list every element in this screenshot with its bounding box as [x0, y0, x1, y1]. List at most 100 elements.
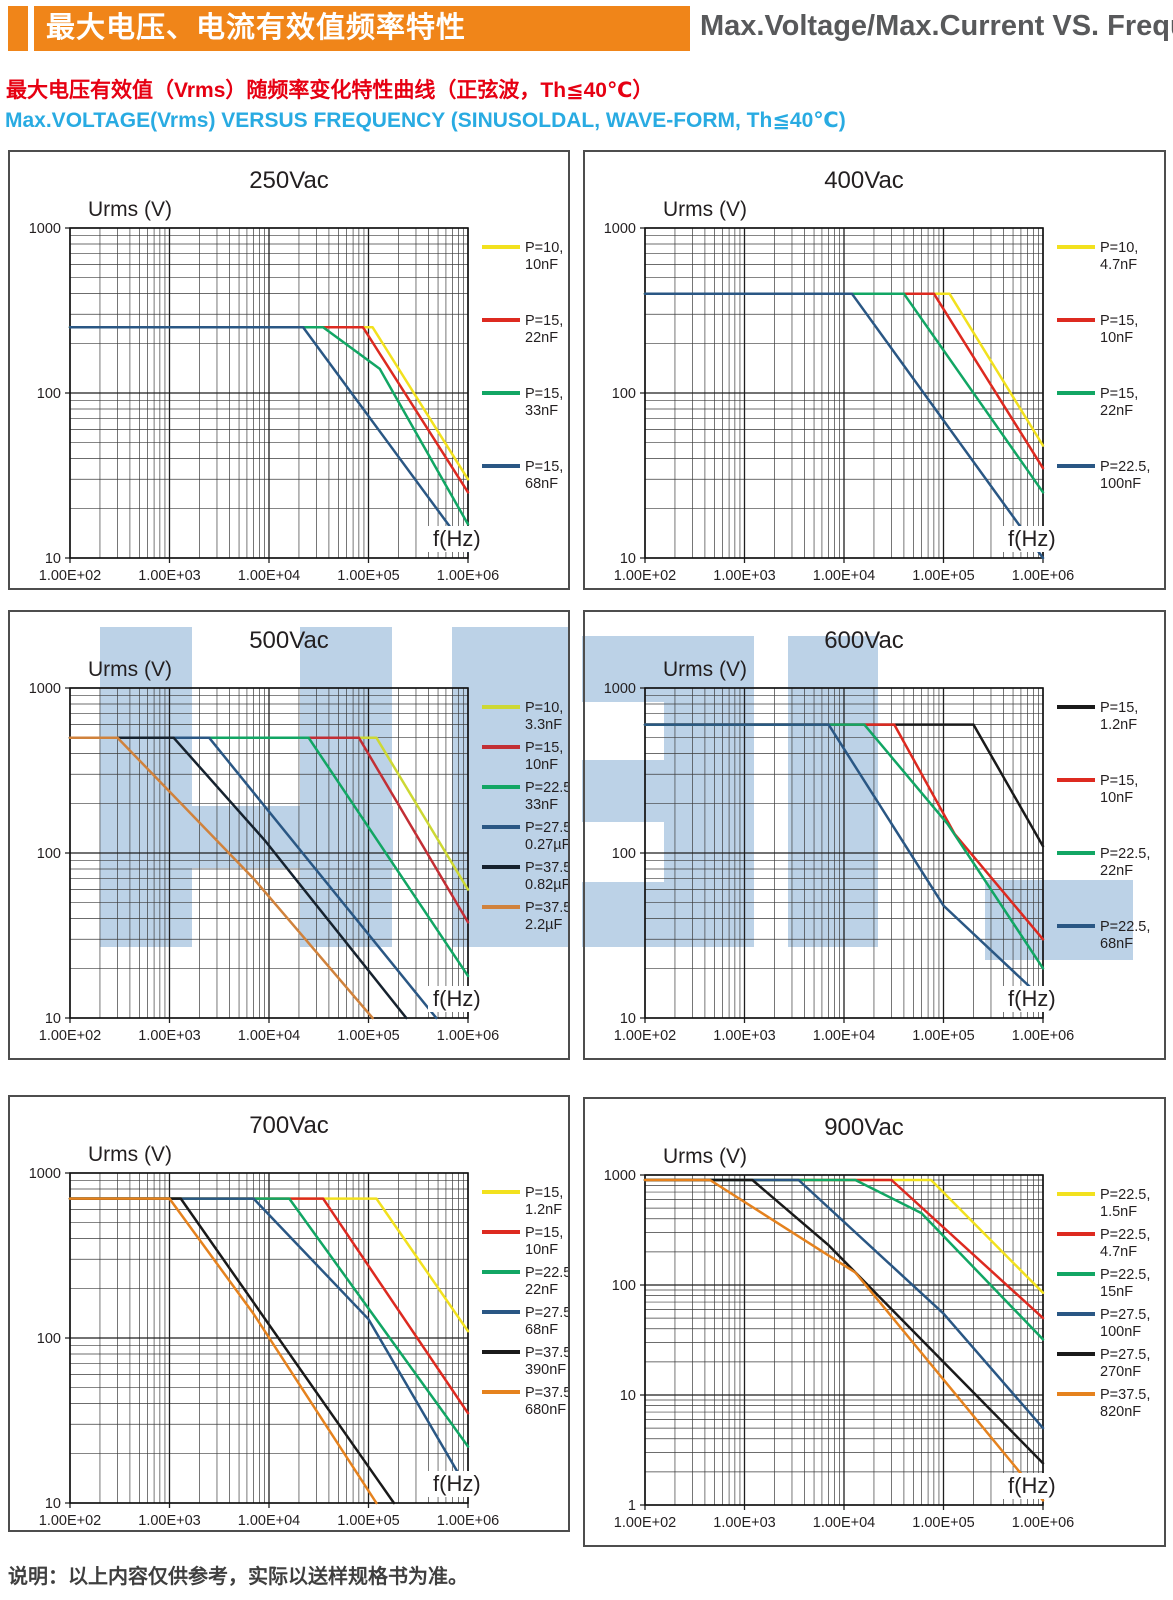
chart-subtitle-en: Max.VOLTAGE(Vrms) VERSUS FREQUENCY (SINU… [5, 109, 846, 132]
x-tick-label: 1.00E+04 [238, 568, 301, 584]
x-tick-label: 1.00E+03 [713, 1028, 776, 1044]
chart-panel-500vac: 500Vac Urms (V) f(Hz) 1.00E+02 1.00E+03 1.00E… [8, 610, 570, 1060]
y-axis-label: Urms (V) [663, 1145, 747, 1168]
major-grid [65, 1172, 469, 1508]
x-tick-label: 1.00E+02 [614, 1028, 677, 1044]
legend-label: 10nF [1100, 330, 1133, 346]
legend-label: 4.7nF [1100, 1244, 1137, 1260]
footer-disclaimer: 说明：以上内容仅供参考，实际以送样规格书为准。 [8, 1566, 468, 1588]
chart-canvas: 600Vac Urms (V) f(Hz) 1.00E+02 1.00E+03 1.00E… [604, 627, 1151, 1044]
series-line-P-22-5-68nF [643, 723, 1045, 1001]
y-tick-label: 10 [45, 551, 61, 567]
x-tick-label: 1.00E+06 [1012, 1515, 1075, 1531]
x-tick-label: 1.00E+04 [813, 568, 876, 584]
legend-label: P=15, [1100, 700, 1138, 716]
y-tick-label: 1000 [29, 1166, 61, 1182]
xlabel-backing [428, 986, 506, 1012]
legend-label: P=15, [525, 1185, 563, 1201]
x-tick-label: 1.00E+04 [813, 1515, 876, 1531]
legend-label: 22nF [525, 1282, 558, 1298]
legend-label: 33nF [525, 797, 558, 813]
legend-label: 10nF [525, 757, 558, 773]
legend-label: 33nF [525, 403, 558, 419]
plot-border [644, 687, 1044, 1019]
x-tick-label: 1.00E+03 [138, 568, 201, 584]
legend-label: 1.5nF [1100, 1204, 1137, 1220]
series-line-P-37-5-0-82µF [68, 736, 408, 1020]
xlabel-backing [1003, 1473, 1081, 1499]
legend-label: P=10, [1100, 240, 1138, 256]
legend-label: 10nF [1100, 790, 1133, 806]
legend-label: 22nF [1100, 863, 1133, 879]
section-title-zh: 最大电压、电流有效值频率特性 [34, 6, 690, 51]
y-tick-label: 10 [45, 1496, 61, 1512]
y-tick-label: 100 [612, 386, 636, 402]
y-tick-label: 100 [37, 386, 61, 402]
chart-panel-250vac: 250Vac Urms (V) f(Hz) 1.00E+02 1.00E+03 1.00E… [8, 150, 570, 590]
minor-grid [645, 1175, 1043, 1505]
y-tick-label: 100 [612, 1278, 636, 1294]
legend-label: P=10, [525, 240, 563, 256]
chart-canvas: 250Vac Urms (V) f(Hz) 1.00E+02 1.00E+03 1.00E… [29, 167, 564, 584]
legend-label: P=15, [525, 386, 563, 402]
legend-label: 2.2µF [525, 917, 563, 933]
y-tick-label: 1000 [604, 1168, 636, 1184]
watermark-block [582, 882, 754, 947]
chart-title: 700Vac [249, 1112, 329, 1139]
x-tick-label: 1.00E+04 [238, 1028, 301, 1044]
chart-canvas: 900Vac Urms (V) f(Hz) 1.00E+02 1.00E+03 1.00E… [604, 1114, 1151, 1531]
legend-label: 390nF [525, 1362, 566, 1378]
legend-label: 15nF [1100, 1284, 1133, 1300]
legend-label: P=22.5, [1100, 1267, 1150, 1283]
x-tick-label: 1.00E+04 [813, 1028, 876, 1044]
orange-accent-tick [8, 6, 28, 51]
series-line-P-37-5-2-2µF [68, 736, 374, 1020]
legend-label: 820nF [1100, 1404, 1141, 1420]
chart-panel-400vac: 400Vac Urms (V) f(Hz) 1.00E+02 1.00E+03 1.00E… [583, 150, 1166, 590]
chart-title: 600Vac [824, 627, 904, 654]
y-tick-label: 100 [37, 1331, 61, 1347]
y-axis-label: Urms (V) [88, 198, 172, 221]
legend-label: 1.2nF [525, 1202, 562, 1218]
legend-label: 3.3nF [525, 717, 562, 733]
x-tick-label: 1.00E+02 [39, 1028, 102, 1044]
y-axis-label: Urms (V) [663, 198, 747, 221]
chart-panel-900vac: 900Vac Urms (V) f(Hz) 1.00E+02 1.00E+03 1.00E… [583, 1097, 1166, 1547]
y-axis-label: Urms (V) [88, 1143, 172, 1166]
legend-label: P=22.5, [525, 1265, 568, 1281]
legend-label: 270nF [1100, 1364, 1141, 1380]
x-tick-label: 1.00E+04 [238, 1513, 301, 1529]
plot-border [69, 1172, 469, 1504]
watermark-block [300, 627, 392, 947]
x-tick-label: 1.00E+03 [138, 1513, 201, 1529]
watermark-block [664, 822, 754, 882]
x-axis-label: f(Hz) [433, 986, 481, 1011]
chart-subtitle-zh: 最大电压有效值（Vrms）随频率变化特性曲线（正弦波，Th≦40℃） [6, 79, 654, 102]
x-tick-label: 1.00E+02 [614, 1515, 677, 1531]
legend-label: 100nF [1100, 476, 1141, 492]
plot-border [69, 227, 469, 559]
legend-label: P=37.5, [525, 860, 568, 876]
chart-title: 900Vac [824, 1114, 904, 1141]
legend-label: 22nF [1100, 403, 1133, 419]
x-axis-label: f(Hz) [1008, 986, 1056, 1011]
legend-label: 100nF [1100, 1324, 1141, 1340]
y-axis-label: Urms (V) [88, 658, 172, 681]
legend-label: 1.2nF [1100, 717, 1137, 733]
x-tick-label: 1.00E+02 [614, 568, 677, 584]
legend-label: 10nF [525, 257, 558, 273]
xlabel-backing [1003, 986, 1081, 1012]
x-tick-label: 1.00E+05 [337, 1028, 400, 1044]
legend-label: P=27.5, [525, 820, 568, 836]
y-tick-label: 1000 [29, 681, 61, 697]
plot-border [69, 687, 469, 1019]
y-tick-label: 1000 [29, 221, 61, 237]
x-tick-label: 1.00E+05 [337, 1513, 400, 1529]
series-line-P-22-5-100nF [643, 292, 1045, 560]
x-tick-label: 1.00E+03 [138, 1028, 201, 1044]
legend-label: 4.7nF [1100, 257, 1137, 273]
legend-label: P=22.5, [1100, 1187, 1150, 1203]
legend-label: P=15, [525, 459, 563, 475]
y-tick-label: 10 [620, 551, 636, 567]
y-tick-label: 100 [612, 846, 636, 862]
